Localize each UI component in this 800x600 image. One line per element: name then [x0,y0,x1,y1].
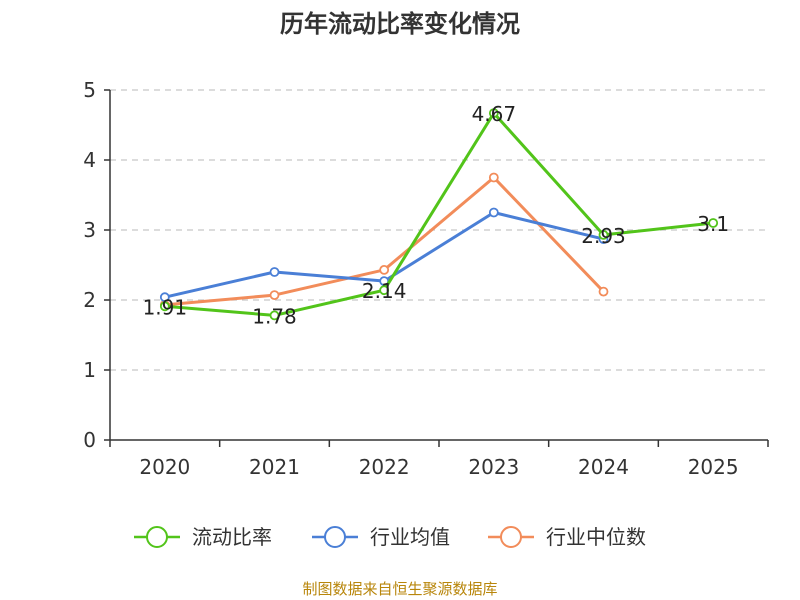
data-point [379,285,390,296]
y-tick-label: 4 [83,148,96,172]
data-label: 4.67 [472,102,517,126]
y-tick-label: 5 [83,78,96,102]
legend-item[interactable]: 行业均值 [312,525,450,549]
data-label: 1.78 [252,304,297,328]
y-tick-label: 2 [83,288,96,312]
data-point [159,292,170,303]
legend-label: 行业均值 [370,525,450,549]
data-point [488,172,499,183]
y-tick-label: 3 [83,218,96,242]
legend-marker [324,526,346,548]
y-tick-label: 0 [83,428,96,452]
data-label: 3.1 [697,212,729,236]
x-tick-label: 2024 [578,455,629,479]
legend[interactable]: 流动比率 行业均值 行业中位数 [134,525,646,549]
legend-item[interactable]: 行业中位数 [488,525,646,549]
data-point [708,218,719,228]
series-line [164,111,714,317]
data-point [598,229,609,240]
x-tick-label: 2022 [359,455,410,479]
x-tick-label: 2020 [139,455,190,479]
data-point [269,310,280,321]
legend-marker [500,526,522,548]
data-point [159,301,170,312]
grid-lines [110,89,768,371]
data-point [488,207,499,218]
y-tick-label: 1 [83,358,96,382]
x-tick-label: 2023 [468,455,519,479]
x-tick-label: 2021 [249,455,300,479]
legend-label: 行业中位数 [546,525,646,549]
data-label: 2.14 [362,279,407,303]
data-label: 1.91 [143,295,188,319]
legend-item[interactable]: 流动比率 [134,525,272,549]
data-point [269,290,280,301]
data-point [598,286,609,297]
data-label: 2.93 [581,224,626,248]
x-tick-label: 2025 [688,455,739,479]
data-point [488,108,499,118]
data-source-note: 制图数据来自恒生聚源数据库 [302,580,498,598]
data-point [379,264,390,275]
data-point [269,267,280,277]
data-labels: 1.91 1.78 2.14 4.67 2.93 3.1 [143,102,730,328]
legend-label: 流动比率 [192,525,272,549]
legend-marker [146,526,168,548]
axes: 0 1 2 3 4 5 2020 2021 2022 2023 2024 2025 [83,78,769,479]
chart-title: 历年流动比率变化情况 [280,10,520,38]
series-lines [159,108,719,321]
